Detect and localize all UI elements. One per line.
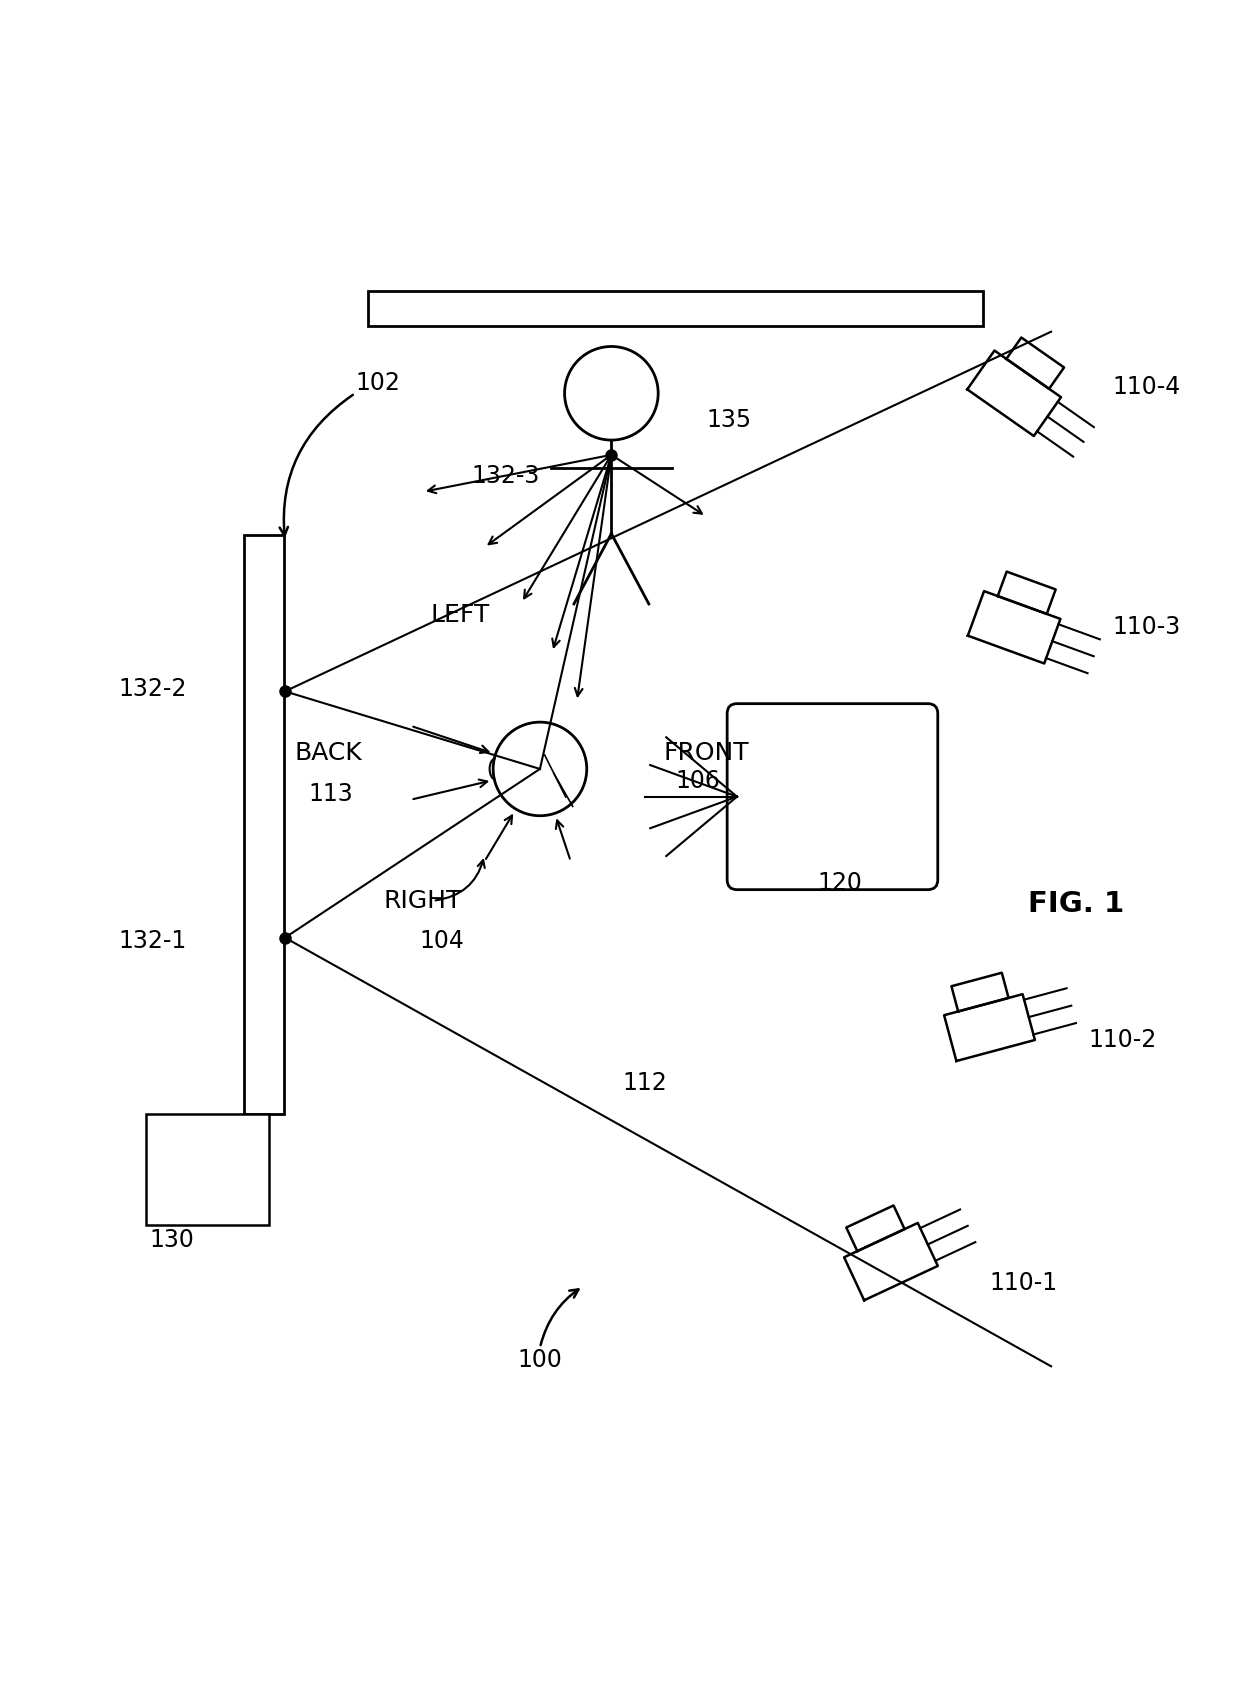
Text: 104: 104: [419, 929, 464, 953]
Text: 113: 113: [309, 781, 353, 805]
Text: 110-1: 110-1: [990, 1270, 1058, 1294]
Text: FRONT: FRONT: [663, 740, 749, 764]
Text: 102: 102: [355, 372, 401, 396]
Bar: [244, 535, 284, 1114]
Text: 112: 112: [622, 1071, 667, 1095]
Text: 110-4: 110-4: [1112, 375, 1180, 399]
Text: 130: 130: [150, 1228, 195, 1253]
Text: 110-2: 110-2: [1087, 1027, 1156, 1051]
Text: FIG. 1: FIG. 1: [1028, 890, 1123, 919]
Text: 100: 100: [517, 1348, 563, 1372]
Text: 132-3: 132-3: [471, 464, 539, 487]
FancyBboxPatch shape: [727, 703, 937, 890]
Text: BACK: BACK: [294, 740, 362, 764]
Bar: [146, 1114, 269, 1224]
Bar: [367, 290, 983, 326]
Text: 120: 120: [817, 871, 862, 895]
Text: 132-2: 132-2: [118, 678, 186, 701]
Text: 132-1: 132-1: [118, 929, 186, 953]
Text: 110-3: 110-3: [1112, 615, 1180, 640]
Text: LEFT: LEFT: [430, 603, 490, 627]
Text: 135: 135: [707, 409, 751, 433]
Text: 106: 106: [676, 769, 720, 793]
Text: RIGHT: RIGHT: [383, 888, 463, 914]
